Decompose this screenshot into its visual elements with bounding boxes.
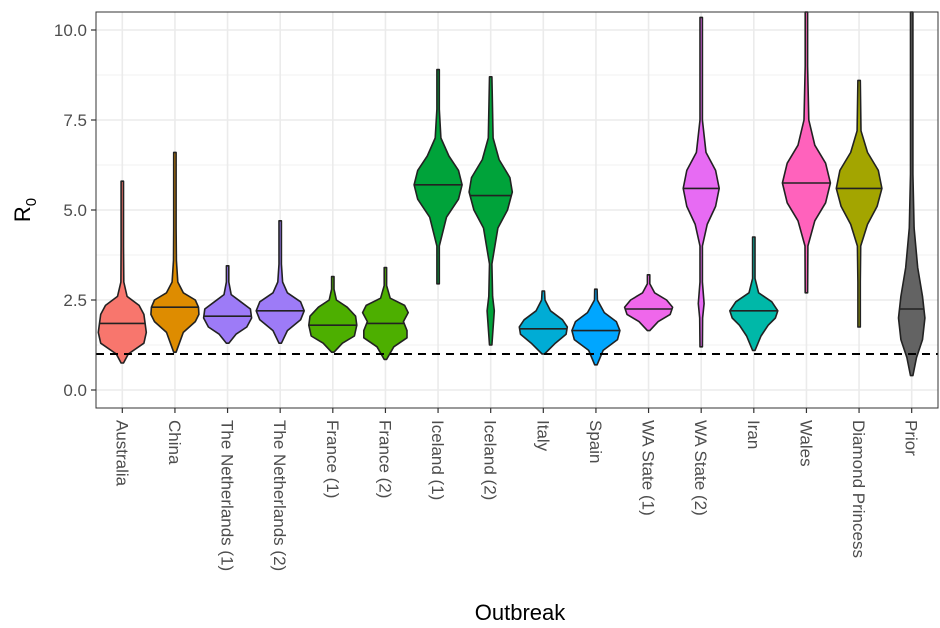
y-axis-title-subscript: 0 bbox=[23, 198, 40, 206]
x-tick-label: WA State (2) bbox=[691, 420, 710, 516]
violin-france-1 bbox=[308, 275, 358, 353]
x-tick-label: Iceland (1) bbox=[428, 420, 447, 500]
y-tick-label: 5.0 bbox=[63, 201, 87, 220]
x-tick-label: Wales bbox=[796, 420, 815, 467]
violin-the-netherlands-2 bbox=[255, 220, 305, 344]
x-tick-label: The Netherlands (1) bbox=[218, 420, 237, 571]
x-tick-label: The Netherlands (2) bbox=[270, 420, 289, 571]
x-tick-label: WA State (1) bbox=[639, 420, 658, 516]
y-tick-label: 10.0 bbox=[54, 21, 87, 40]
violin-body bbox=[729, 236, 779, 352]
violin-body bbox=[202, 265, 253, 344]
x-tick-label: China bbox=[165, 420, 184, 465]
y-axis-ticks: 0.0 2.5 5.0 7.5 10.0 bbox=[54, 21, 96, 400]
violin-body bbox=[413, 68, 463, 285]
violin-wa-state-2 bbox=[682, 16, 720, 348]
y-tick-label: 0.0 bbox=[63, 381, 87, 400]
violin-body bbox=[682, 16, 720, 348]
violin-iceland-1 bbox=[413, 68, 463, 285]
violin-wa-state-1 bbox=[623, 274, 674, 332]
x-axis-ticks: Australia China The Netherlands (1) The Net… bbox=[112, 408, 921, 571]
x-tick-label: Iceland (2) bbox=[481, 420, 500, 500]
violin-australia bbox=[97, 180, 148, 364]
violin-body bbox=[150, 151, 200, 353]
violin-iran bbox=[729, 236, 779, 352]
y-axis-title: R0 bbox=[10, 198, 40, 222]
x-tick-label: Australia bbox=[112, 420, 131, 487]
y-tick-label: 7.5 bbox=[63, 111, 87, 130]
violin-the-netherlands-1 bbox=[202, 265, 253, 344]
violin-iceland-2 bbox=[468, 76, 514, 346]
x-tick-label: Spain bbox=[586, 420, 605, 463]
violin-italy bbox=[518, 290, 569, 355]
violin-china bbox=[150, 151, 200, 353]
violin-body bbox=[571, 288, 621, 366]
x-tick-label: France (2) bbox=[375, 420, 394, 498]
violins bbox=[97, 11, 926, 377]
violin-france-2 bbox=[361, 266, 409, 361]
violin-body bbox=[835, 79, 883, 328]
x-tick-label: Italy bbox=[533, 420, 552, 452]
x-tick-label: Prior bbox=[902, 420, 921, 456]
x-axis-title: Outbreak bbox=[475, 600, 566, 625]
violin-body bbox=[468, 76, 514, 346]
x-tick-label: Iran bbox=[744, 420, 763, 449]
violin-body bbox=[97, 180, 148, 364]
x-tick-label: France (1) bbox=[323, 420, 342, 498]
violin-diamond-princess bbox=[835, 79, 883, 328]
x-tick-label: Diamond Princess bbox=[849, 420, 868, 558]
y-axis-title-main: R bbox=[10, 206, 35, 222]
violin-body bbox=[255, 220, 305, 344]
violin-spain bbox=[571, 288, 621, 366]
violin-body bbox=[361, 266, 409, 361]
y-tick-label: 2.5 bbox=[63, 291, 87, 310]
